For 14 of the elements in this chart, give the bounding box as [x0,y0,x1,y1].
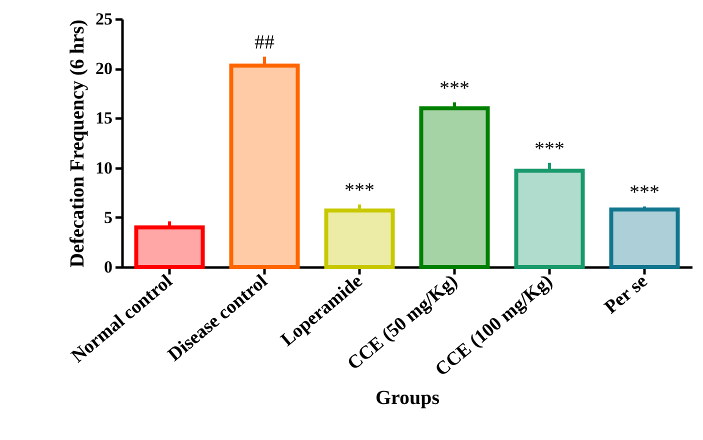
annotation: *** [534,138,564,160]
annotation: *** [630,181,660,204]
y-axis-title: Defecation Frequency (6 hrs) [66,20,88,268]
x-tick-label: Per se [600,270,652,318]
y-tick-label: 15 [96,108,112,128]
y-tick-label: 25 [96,10,112,28]
x-axis-title: Groups [375,386,440,409]
y-tick-label: 5 [104,208,112,227]
y-tick-label: 20 [96,59,112,78]
y-tick-label: 0 [104,258,112,276]
annotation: *** [344,180,374,202]
annotation: ## [254,32,274,54]
annotation: *** [440,77,470,100]
y-tick-label: 10 [96,158,112,178]
